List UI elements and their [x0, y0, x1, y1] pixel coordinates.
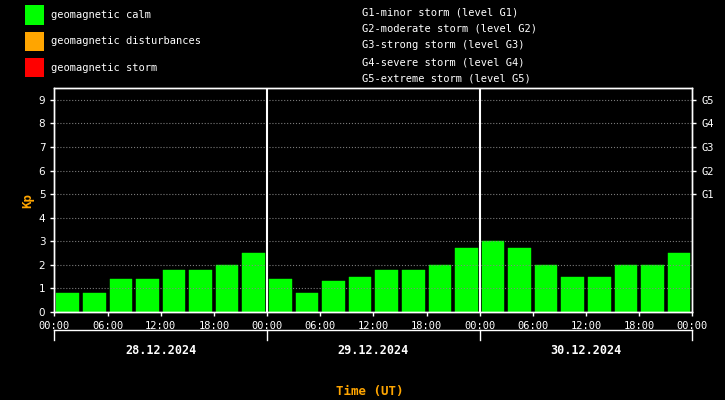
Bar — [455, 248, 478, 312]
Y-axis label: Kp: Kp — [22, 192, 35, 208]
Bar — [25, 58, 44, 78]
Bar — [428, 265, 451, 312]
Text: 29.12.2024: 29.12.2024 — [338, 344, 409, 356]
Bar — [136, 279, 159, 312]
Bar — [588, 277, 610, 312]
Text: G1-minor storm (level G1): G1-minor storm (level G1) — [362, 7, 519, 17]
Text: 28.12.2024: 28.12.2024 — [125, 344, 196, 356]
Bar — [481, 241, 505, 312]
Bar — [402, 270, 425, 312]
Text: 30.12.2024: 30.12.2024 — [550, 344, 621, 356]
Bar — [641, 265, 664, 312]
Bar — [322, 281, 345, 312]
Bar — [561, 277, 584, 312]
Bar — [269, 279, 291, 312]
Bar — [25, 32, 44, 51]
Bar — [376, 270, 398, 312]
Text: geomagnetic storm: geomagnetic storm — [51, 63, 157, 73]
Bar — [83, 293, 106, 312]
Bar — [296, 293, 318, 312]
Bar — [242, 253, 265, 312]
Text: G3-strong storm (level G3): G3-strong storm (level G3) — [362, 40, 525, 50]
Bar — [508, 248, 531, 312]
Bar — [668, 253, 690, 312]
Bar — [109, 279, 132, 312]
Text: geomagnetic disturbances: geomagnetic disturbances — [51, 36, 201, 46]
Bar — [25, 5, 44, 25]
Text: Time (UT): Time (UT) — [336, 385, 404, 398]
Bar — [162, 270, 186, 312]
Bar — [535, 265, 558, 312]
Bar — [189, 270, 212, 312]
Text: geomagnetic calm: geomagnetic calm — [51, 10, 151, 20]
Text: G4-severe storm (level G4): G4-severe storm (level G4) — [362, 57, 525, 67]
Bar — [57, 293, 79, 312]
Text: G5-extreme storm (level G5): G5-extreme storm (level G5) — [362, 74, 531, 84]
Text: G2-moderate storm (level G2): G2-moderate storm (level G2) — [362, 24, 537, 34]
Bar — [216, 265, 239, 312]
Bar — [615, 265, 637, 312]
Bar — [349, 277, 371, 312]
